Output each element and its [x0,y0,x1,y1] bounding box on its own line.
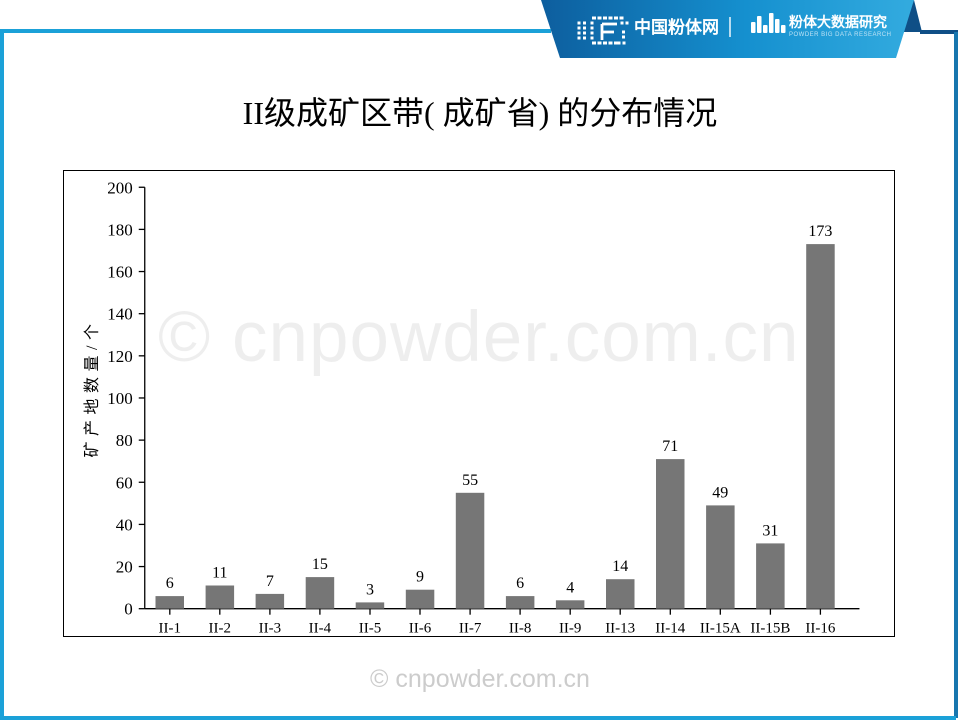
svg-text:40: 40 [116,515,133,534]
svg-text:60: 60 [116,473,133,492]
svg-text:55: 55 [462,472,478,489]
svg-text:II-5: II-5 [359,621,382,637]
svg-text:4: 4 [566,579,574,596]
svg-text:14: 14 [612,558,628,575]
svg-text:80: 80 [116,431,133,450]
svg-text:0: 0 [124,600,133,619]
svg-text:II-15A: II-15A [700,621,741,637]
svg-text:9: 9 [416,569,424,586]
svg-text:II-4: II-4 [309,621,332,637]
svg-text:120: 120 [107,347,133,366]
svg-text:II-13: II-13 [605,621,635,637]
svg-text:140: 140 [107,305,133,324]
svg-text:II-1: II-1 [159,621,182,637]
svg-text:6: 6 [516,575,524,592]
svg-text:160: 160 [107,263,133,282]
svg-text:31: 31 [762,522,778,539]
svg-text:71: 71 [662,438,678,455]
svg-text:II-9: II-9 [559,621,582,637]
svg-text:7: 7 [266,573,274,590]
svg-text:11: 11 [212,565,227,582]
svg-text:II-8: II-8 [509,621,531,637]
svg-text:180: 180 [107,220,133,239]
svg-text:3: 3 [366,581,374,598]
svg-text:II-16: II-16 [805,621,835,637]
svg-text:6: 6 [166,575,174,592]
svg-text:II-14: II-14 [655,621,685,637]
svg-text:200: 200 [107,178,133,197]
svg-text:II-6: II-6 [409,621,432,637]
svg-text:II-3: II-3 [259,621,282,637]
svg-text:173: 173 [808,223,832,240]
svg-text:II-7: II-7 [459,621,482,637]
svg-text:II-15B: II-15B [750,621,790,637]
svg-text:49: 49 [712,484,728,501]
svg-text:100: 100 [107,389,133,408]
svg-text:15: 15 [312,556,328,573]
svg-text:II-2: II-2 [209,621,232,637]
svg-text:20: 20 [116,558,133,577]
